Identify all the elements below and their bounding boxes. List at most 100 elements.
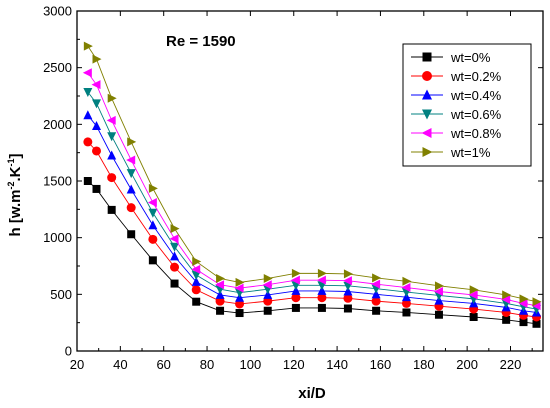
data-point-4-0 bbox=[82, 68, 92, 78]
data-point-1-3 bbox=[126, 203, 136, 213]
data-point-2-10 bbox=[291, 285, 301, 295]
data-point-0-14 bbox=[402, 308, 411, 317]
x-tick-label-20: 20 bbox=[70, 357, 84, 372]
data-point-3-6 bbox=[191, 271, 201, 281]
y-axis-title-sup2: -1 bbox=[6, 159, 16, 167]
data-point-3-0 bbox=[83, 88, 93, 98]
data-point-4-17 bbox=[501, 294, 511, 304]
x-tick-label-180: 180 bbox=[413, 357, 435, 372]
data-point-5-10 bbox=[291, 268, 301, 278]
series-line-3 bbox=[87, 91, 537, 310]
data-point-5-8 bbox=[235, 277, 245, 287]
legend-label-2: wt=0.4% bbox=[450, 88, 502, 103]
legend-marker-5 bbox=[422, 147, 433, 157]
data-point-0-12 bbox=[343, 304, 352, 313]
data-point-5-15 bbox=[434, 281, 444, 291]
data-point-2-6 bbox=[191, 276, 201, 286]
data-point-0-1 bbox=[92, 184, 101, 193]
data-point-1-10 bbox=[291, 293, 301, 303]
data-point-4-7 bbox=[215, 280, 225, 290]
data-point-2-5 bbox=[170, 251, 180, 261]
data-point-2-9 bbox=[263, 289, 273, 299]
y-tick-label-2500: 2500 bbox=[43, 60, 72, 75]
y-tick-label-3000: 3000 bbox=[43, 4, 72, 19]
x-tick-label-140: 140 bbox=[326, 357, 348, 372]
data-point-0-9 bbox=[263, 306, 272, 315]
data-point-2-11 bbox=[317, 285, 327, 295]
data-point-5-2 bbox=[107, 93, 117, 103]
legend: wt=0% wt=0.2% wt=0.4% wt=0.6% wt=0.8% wt=1% bbox=[402, 43, 532, 167]
y-axis-title-mid: .K bbox=[7, 166, 24, 181]
data-point-0-15 bbox=[434, 310, 443, 319]
data-point-5-13 bbox=[372, 273, 382, 283]
data-point-4-14 bbox=[401, 283, 411, 293]
y-axis-title-end: ] bbox=[7, 154, 24, 159]
data-point-0-16 bbox=[469, 313, 478, 321]
data-point-4-8 bbox=[234, 283, 244, 293]
data-point-2-3 bbox=[126, 184, 136, 194]
data-point-4-2 bbox=[106, 115, 116, 125]
x-tick-label-40: 40 bbox=[113, 357, 127, 372]
data-point-0-19 bbox=[532, 319, 541, 328]
x-tick-label-200: 200 bbox=[456, 357, 478, 372]
data-point-0-4 bbox=[148, 256, 157, 265]
data-point-5-12 bbox=[343, 269, 353, 279]
y-tick-label-1500: 1500 bbox=[43, 174, 72, 189]
y-tick-label-500: 500 bbox=[50, 287, 72, 302]
legend-label-4: wt=0.8% bbox=[450, 126, 502, 141]
data-point-3-5 bbox=[170, 242, 180, 252]
data-point-4-12 bbox=[342, 276, 352, 286]
x-tick-label-80: 80 bbox=[200, 357, 214, 372]
legend-marker-1 bbox=[422, 71, 432, 81]
data-point-0-7 bbox=[216, 306, 225, 315]
data-point-2-1 bbox=[92, 121, 102, 131]
data-point-4-9 bbox=[262, 280, 272, 290]
series-5 bbox=[83, 41, 542, 307]
legend-label-5: wt=1% bbox=[450, 145, 491, 160]
y-axis-title-main: h [w.m bbox=[7, 190, 24, 237]
legend-box bbox=[402, 43, 532, 167]
data-point-5-6 bbox=[192, 256, 202, 266]
data-point-3-3 bbox=[126, 169, 136, 179]
data-point-1-12 bbox=[343, 293, 353, 303]
data-point-5-16 bbox=[469, 285, 479, 295]
legend-marker-2 bbox=[422, 89, 432, 100]
data-point-5-0 bbox=[83, 41, 93, 51]
data-point-5-14 bbox=[402, 276, 412, 286]
series-line-2 bbox=[87, 114, 537, 313]
data-point-4-4 bbox=[147, 198, 157, 208]
data-point-2-2 bbox=[107, 150, 117, 160]
data-point-1-11 bbox=[317, 293, 327, 303]
data-point-0-0 bbox=[83, 177, 92, 185]
data-point-0-8 bbox=[235, 309, 244, 318]
data-point-3-4 bbox=[148, 208, 158, 218]
legend-label-3: wt=0.6% bbox=[450, 107, 502, 122]
x-tick-label-60: 60 bbox=[156, 357, 170, 372]
data-point-2-7 bbox=[215, 289, 225, 299]
y-axis-title: h [w.m-2.K-1] bbox=[6, 154, 24, 237]
data-point-4-19 bbox=[531, 301, 541, 311]
data-point-4-5 bbox=[169, 234, 179, 244]
data-point-1-13 bbox=[371, 296, 381, 306]
data-point-4-11 bbox=[316, 275, 326, 285]
data-point-1-1 bbox=[92, 146, 102, 156]
x-tick-label-220: 220 bbox=[500, 357, 522, 372]
x-tick-label-160: 160 bbox=[370, 357, 392, 372]
data-point-1-5 bbox=[170, 262, 180, 272]
series-4 bbox=[82, 68, 541, 311]
series-line-5 bbox=[87, 45, 537, 303]
y-tick-label-2000: 2000 bbox=[43, 117, 72, 132]
x-tick-label-120: 120 bbox=[283, 357, 305, 372]
data-point-4-6 bbox=[191, 264, 201, 274]
data-point-0-10 bbox=[291, 303, 300, 312]
data-point-4-16 bbox=[468, 290, 478, 300]
data-point-0-5 bbox=[170, 279, 179, 288]
data-point-4-3 bbox=[126, 155, 136, 165]
x-tick-label-100: 100 bbox=[240, 357, 262, 372]
data-point-4-15 bbox=[433, 287, 443, 296]
x-axis-title: xi/D bbox=[298, 385, 326, 402]
data-point-1-2 bbox=[107, 173, 117, 183]
data-point-3-1 bbox=[92, 99, 102, 109]
data-point-4-18 bbox=[518, 298, 528, 308]
